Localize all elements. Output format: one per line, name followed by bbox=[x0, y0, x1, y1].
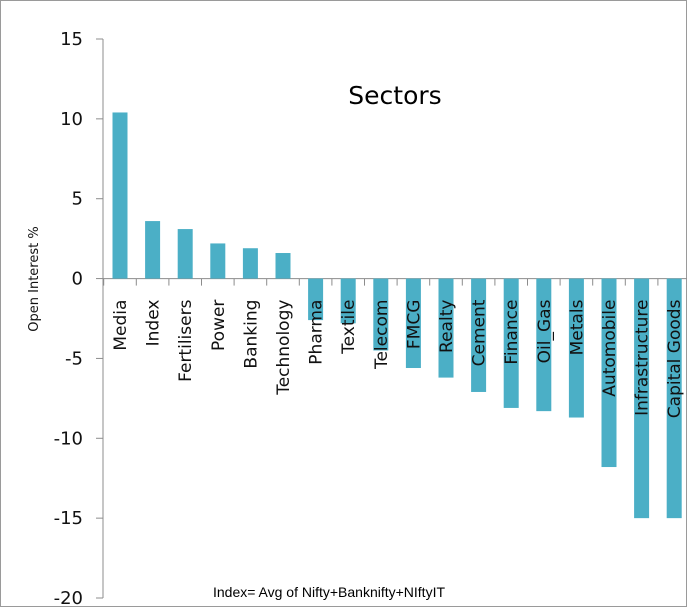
bar-realty bbox=[438, 278, 454, 378]
bar-fmcg bbox=[405, 278, 421, 369]
bar-metals bbox=[568, 278, 584, 418]
category-label: Textile bbox=[339, 300, 359, 355]
category-label: Technology bbox=[274, 300, 294, 396]
category-label: Realty bbox=[437, 300, 457, 353]
bar-media bbox=[112, 112, 128, 279]
y-tick-label: 0 bbox=[72, 269, 83, 290]
category-label: Media bbox=[111, 300, 131, 351]
chart-annotation: Index= Avg of Nifty+Banknifty+NIftyIT bbox=[213, 584, 445, 600]
bar-cement bbox=[471, 278, 487, 392]
category-label: Automobile bbox=[600, 300, 620, 397]
bar-automobile bbox=[601, 278, 617, 468]
bars bbox=[112, 112, 682, 519]
y-tick-label: -15 bbox=[54, 508, 83, 529]
category-label: Index bbox=[144, 300, 164, 347]
bar-technology bbox=[275, 253, 291, 279]
category-label: Cement bbox=[470, 299, 490, 366]
y-tick-label: -10 bbox=[54, 428, 83, 449]
bar-index bbox=[145, 221, 161, 279]
bar-capital-goods bbox=[666, 278, 682, 519]
bar-telecom bbox=[373, 278, 389, 351]
category-label: Fertilisers bbox=[176, 299, 196, 381]
y-axis-label: Open Interest % bbox=[27, 226, 42, 331]
bar-textile bbox=[340, 278, 356, 324]
category-label: Banking bbox=[241, 300, 261, 369]
y-tick-label: 5 bbox=[72, 189, 83, 210]
category-label: FMCG bbox=[404, 300, 424, 350]
bar-power bbox=[210, 243, 226, 279]
bar-banking bbox=[242, 248, 258, 279]
y-tick-label: -5 bbox=[65, 348, 83, 369]
category-labels: Media Index Fertilisers Power Banking Technol… bbox=[111, 299, 685, 418]
category-label: Finance bbox=[502, 300, 522, 365]
bar-fertilisers bbox=[177, 229, 193, 279]
y-tick-label: 15 bbox=[60, 29, 83, 50]
chart-title: Sectors bbox=[348, 81, 441, 110]
bar-infrastructure bbox=[634, 278, 650, 519]
category-label: Oil_Gas bbox=[535, 299, 555, 363]
bar-pharma bbox=[308, 278, 324, 321]
category-label: Pharma bbox=[307, 300, 327, 365]
category-label: Capital Goods bbox=[665, 299, 685, 418]
y-tick-label: -20 bbox=[54, 588, 83, 607]
bar-finance bbox=[503, 278, 519, 408]
category-label: Telecom bbox=[372, 300, 392, 370]
y-tick-label: 10 bbox=[60, 109, 83, 130]
category-label: Metals bbox=[567, 299, 587, 355]
y-axis: 15 10 5 0 -5 -10 -15 -20 bbox=[54, 29, 687, 607]
category-label: Infrastructure bbox=[633, 300, 653, 416]
bar-oil-gas bbox=[536, 278, 552, 412]
category-label: Power bbox=[209, 300, 229, 351]
